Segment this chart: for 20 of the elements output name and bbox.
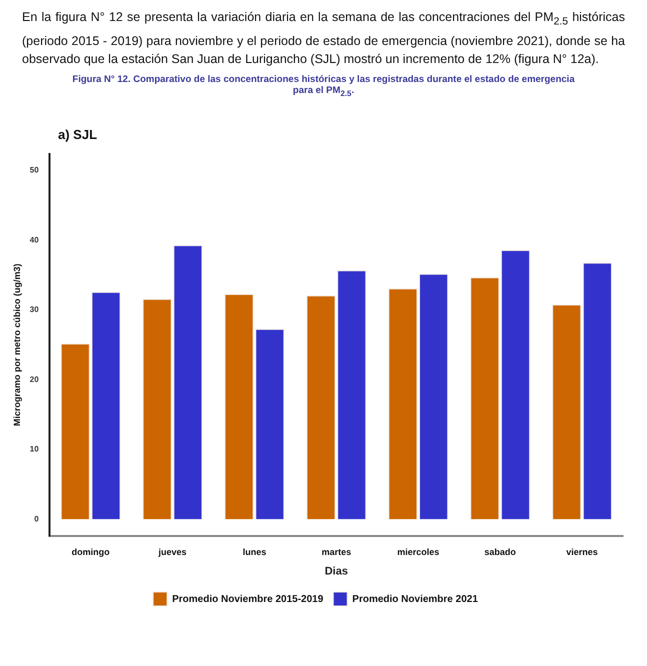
x-tick-label: lunes <box>242 547 266 558</box>
y-axis-title: Microgramo por metro cúbico (ug/m3) <box>12 264 22 427</box>
x-axis-title: Dias <box>324 566 348 578</box>
y-tick-label: 0 <box>34 514 40 524</box>
y-tick-label: 10 <box>30 445 40 454</box>
legend-label: Promedio Noviembre 2015-2019 <box>172 594 324 606</box>
y-tick-label: 20 <box>30 375 40 384</box>
y-tick-label: 40 <box>30 236 40 245</box>
x-tick-label: viernes <box>566 547 598 558</box>
text: En la figura N° 12 se presenta la variación diaria en la semana de las concentraciones del PM$_{2.5}$ históricas (periodo 2015 - 2019) para noviembre y el periodo de estado de emergencia (noviembre 2021), donde se ha observado que la estación San Juan de Lurigancho (SJL) mostró un incremento de 12% (figura N° 12a). <box>22 9 625 68</box>
y-tick-label: 50 <box>30 166 40 176</box>
x-tick-label: miercoles <box>397 547 440 558</box>
x-tick-label: martes <box>322 547 352 558</box>
chart-title: Figura N° 12. Comparativo de las concentraciones históricas y las registradas durante el estado de emergencia para el PM$_{2.5}$. <box>71 74 576 98</box>
legend-label: Promedio Noviembre 2021 <box>352 594 478 606</box>
x-tick-label: jueves <box>158 547 187 558</box>
chart-subtitle: a) SJL <box>58 127 98 142</box>
y-tick-label: 30 <box>30 306 40 315</box>
x-tick-label: domingo <box>72 547 110 558</box>
x-tick-label: sabado <box>484 547 516 558</box>
